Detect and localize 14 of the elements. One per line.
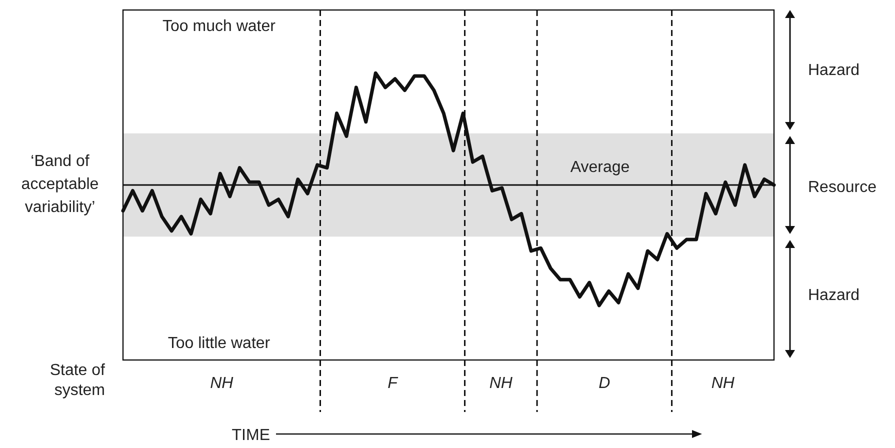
text: Hazard	[808, 62, 860, 79]
annotation: Too little water	[168, 335, 271, 352]
text: F	[388, 375, 399, 392]
text: NH	[711, 375, 735, 392]
x-axis-title: TIME	[232, 427, 270, 444]
y-axis-title: ‘Band of acceptable variability’	[21, 153, 99, 216]
ref-line-label: Average	[570, 159, 630, 176]
text: NH	[489, 375, 513, 392]
text: NH	[210, 375, 234, 392]
text: Resource	[808, 179, 877, 196]
text: State of system	[50, 362, 106, 399]
text: D	[598, 375, 611, 392]
text: Too much water	[162, 18, 276, 35]
text: Hazard	[808, 287, 860, 304]
